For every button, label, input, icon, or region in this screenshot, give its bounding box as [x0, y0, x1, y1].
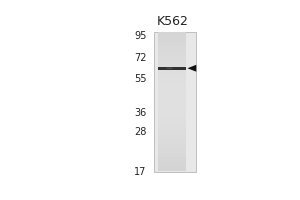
Bar [158, 166, 186, 171]
Bar [158, 148, 186, 153]
Bar [158, 162, 186, 166]
Bar [158, 93, 186, 97]
Text: 17: 17 [134, 167, 147, 177]
Text: 55: 55 [134, 74, 147, 84]
Bar [158, 106, 186, 111]
Bar [158, 56, 186, 60]
Bar [158, 32, 186, 171]
Bar [158, 46, 186, 51]
Bar [158, 79, 186, 83]
Bar [158, 37, 186, 42]
Ellipse shape [166, 67, 173, 69]
Bar [158, 67, 186, 70]
Bar [158, 97, 186, 102]
Bar [158, 120, 186, 125]
Bar [158, 65, 186, 69]
Bar [158, 42, 186, 46]
Bar [158, 111, 186, 116]
Text: 95: 95 [134, 31, 147, 41]
Bar [158, 83, 186, 88]
Bar [154, 32, 196, 172]
Bar [158, 129, 186, 134]
Bar [158, 102, 186, 106]
Bar [158, 134, 186, 139]
Bar [158, 74, 186, 79]
Text: 28: 28 [134, 127, 147, 137]
Bar [158, 88, 186, 93]
Bar [158, 32, 186, 37]
Bar [158, 143, 186, 148]
Bar [158, 153, 186, 157]
Text: 72: 72 [134, 53, 147, 63]
Bar [158, 116, 186, 120]
Bar [158, 139, 186, 143]
Bar [158, 60, 186, 65]
Polygon shape [188, 65, 196, 72]
Bar [158, 69, 186, 74]
Text: K562: K562 [156, 15, 188, 28]
Bar [158, 125, 186, 129]
Bar [158, 51, 186, 56]
Bar [158, 157, 186, 162]
Text: 36: 36 [134, 108, 147, 118]
